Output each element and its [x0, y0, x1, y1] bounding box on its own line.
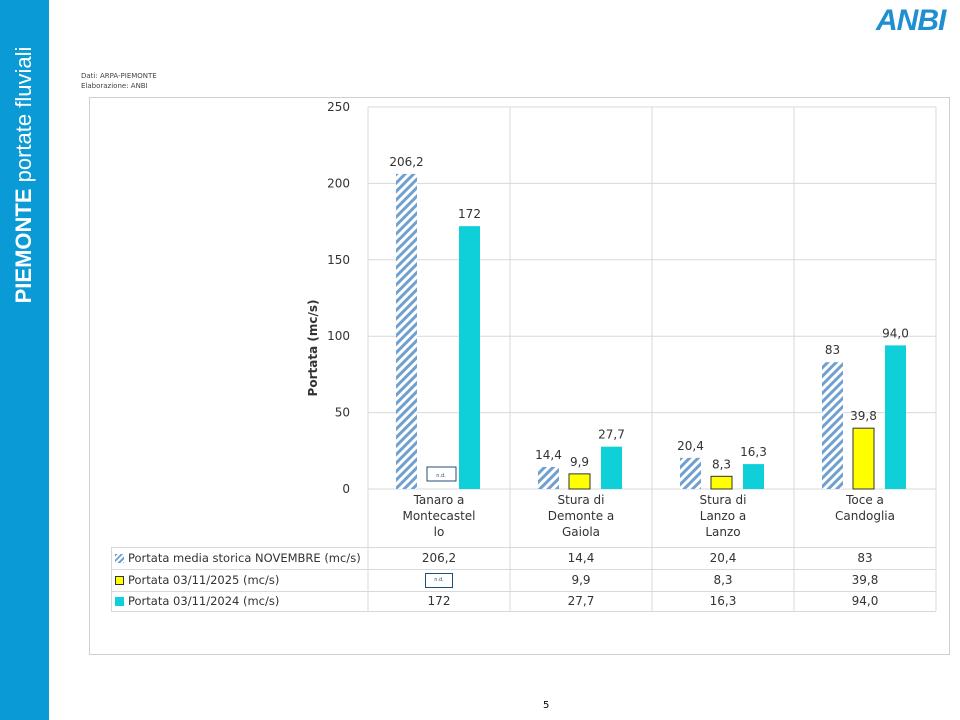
- legend-entry: Portata 03/11/2025 (mc/s): [115, 569, 279, 591]
- data-label: 27,7: [598, 428, 625, 442]
- category-label-line: lo: [433, 525, 445, 539]
- category-label-line: Toce a: [846, 493, 884, 507]
- data-label: 14,4: [535, 448, 562, 462]
- table-cell: 8,3: [713, 573, 733, 587]
- category-label-line: Montecastel: [402, 509, 476, 523]
- source-line: Dati: ARPA-PIEMONTE: [81, 72, 157, 80]
- category-label-line: Tanaro a: [413, 493, 465, 507]
- table-rule: [111, 547, 936, 548]
- y-axis-title: Portata (mc/s): [306, 300, 320, 397]
- table-rule: [111, 569, 936, 570]
- table-cell: 16,3: [709, 594, 737, 608]
- svg-text:n.d.: n.d.: [436, 473, 446, 479]
- table-cell: 20,4: [709, 551, 737, 565]
- legend-label: Portata 03/11/2024 (mc/s): [128, 594, 280, 608]
- data-label: 20,4: [677, 439, 704, 453]
- category-label-line: Lanzo: [705, 525, 741, 539]
- y-tick-label: 0: [342, 482, 350, 496]
- category-label-line: Gaiola: [561, 525, 600, 539]
- y-tick-label: 200: [327, 176, 350, 190]
- bar: [601, 446, 622, 489]
- category-label-line: Demonte a: [547, 509, 615, 523]
- bar: [680, 457, 701, 489]
- bar: [459, 226, 480, 489]
- table-rule: [111, 591, 936, 592]
- data-label: 94,0: [882, 326, 909, 340]
- legend-swatch-icon: [115, 553, 124, 563]
- bar: [538, 466, 559, 489]
- table-cell: 172: [427, 594, 451, 608]
- table-cell: 14,4: [567, 551, 595, 565]
- legend-entry: Portata media storica NOVEMBRE (mc/s): [115, 547, 361, 569]
- elaboration-line: Elaborazione: ANBI: [81, 82, 148, 90]
- data-label: 172: [458, 207, 481, 221]
- legend-swatch-icon: [115, 596, 124, 606]
- y-tick-label: 100: [327, 329, 350, 343]
- bar: [852, 427, 875, 490]
- table-cell: 27,7: [567, 594, 595, 608]
- bar: [822, 362, 843, 489]
- data-label: 39,8: [850, 409, 877, 423]
- category-label-line: Stura di: [699, 493, 747, 507]
- bar: [743, 464, 764, 489]
- table-cell: n.d.: [368, 569, 510, 591]
- y-tick-label: 150: [327, 253, 350, 267]
- category-label: Toce a Candoglia: [794, 492, 936, 524]
- bar: [710, 475, 733, 490]
- table-cell: 206,2: [421, 551, 457, 565]
- nd-badge: n.d.: [426, 466, 457, 482]
- chart-frame: [89, 97, 950, 655]
- data-label: 8,3: [712, 457, 731, 471]
- category-label-line: Stura di: [557, 493, 605, 507]
- anbi-logo: ANBI: [876, 4, 946, 37]
- category-label-line: Lanzo a: [699, 509, 747, 523]
- table-rule: [111, 547, 112, 611]
- table-cell: 9,9: [571, 573, 591, 587]
- legend-swatch-icon: [115, 575, 124, 585]
- bar: [885, 345, 906, 489]
- legend-label: Portata 03/11/2025 (mc/s): [128, 573, 280, 587]
- data-label: 206,2: [389, 155, 423, 169]
- category-label: Stura di Demonte a Gaiola: [510, 492, 652, 540]
- category-label-line: Candoglia: [835, 509, 895, 523]
- table-cell: 94,0: [851, 594, 879, 608]
- bar: [396, 173, 417, 490]
- table-rule: [111, 611, 936, 612]
- sidebar: PIEMONTE portate fluviali: [0, 0, 49, 720]
- category-label: Stura di Lanzo a Lanzo: [652, 492, 794, 540]
- data-label: 16,3: [740, 445, 767, 459]
- nd-badge: n.d.: [425, 573, 453, 588]
- page-number: 5: [543, 700, 550, 711]
- bar: [568, 473, 591, 490]
- legend-entry: Portata 03/11/2024 (mc/s): [115, 590, 279, 612]
- table-cell: 39,8: [851, 573, 879, 587]
- category-label: Tanaro a Montecastel lo: [368, 492, 510, 540]
- y-tick-label: 250: [327, 100, 350, 114]
- data-label: 83: [825, 343, 840, 357]
- y-tick-label: 50: [335, 406, 350, 420]
- table-cell: 83: [857, 551, 873, 565]
- legend-label: Portata media storica NOVEMBRE (mc/s): [128, 551, 361, 565]
- data-label: 9,9: [570, 455, 589, 469]
